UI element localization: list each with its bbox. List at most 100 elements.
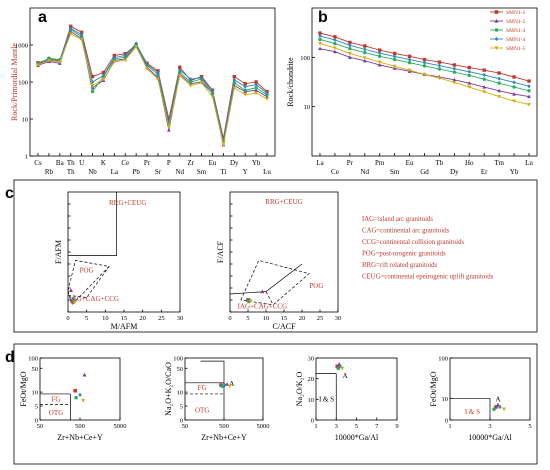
data-point	[437, 60, 442, 64]
legend: SMN1-1 SMN1-2 SMN1-3 SMN1-4 SMN1-5	[490, 10, 526, 52]
data-point	[254, 80, 258, 84]
data-point	[348, 40, 352, 45]
element-label-bottom: Er	[481, 168, 488, 176]
data-point	[243, 93, 248, 97]
data-point	[452, 66, 457, 71]
series-line-SMN1-5	[37, 33, 268, 145]
panel-c-box	[13, 179, 538, 333]
data-point	[71, 296, 75, 301]
data-point	[227, 384, 232, 389]
data-point	[497, 88, 502, 93]
data-point	[222, 382, 227, 388]
data-point	[527, 84, 531, 89]
data-point	[232, 86, 237, 90]
data-point	[82, 372, 87, 377]
data-point	[333, 46, 337, 50]
data-point	[199, 75, 204, 80]
data-point	[348, 46, 352, 51]
field-label: A	[343, 372, 348, 380]
legend-marker	[494, 10, 499, 14]
data-point	[497, 95, 502, 99]
data-point	[178, 68, 182, 73]
classification-notes: IAG=island arc granitoids CAG=continental…	[362, 216, 494, 281]
data-point	[377, 62, 382, 67]
x-tick-label: 25	[158, 315, 165, 322]
x-tick-label: 500	[75, 423, 85, 430]
classification-note: CCG=continental collision granitoids	[362, 239, 464, 246]
data-point	[254, 82, 258, 87]
data-point	[79, 30, 84, 35]
element-label-bottom: Th	[67, 168, 75, 176]
y-tick-label: 10	[304, 104, 311, 111]
data-point	[497, 81, 501, 85]
y-axis-label: F/AFM	[54, 240, 63, 264]
x-tick-label: 1	[314, 423, 317, 430]
element-label-top: Pm	[375, 159, 385, 167]
element-label-bottom: Lu	[263, 168, 271, 176]
data-point	[243, 81, 247, 86]
classification-note: RRG=rift related granitoids	[362, 262, 438, 269]
x-tick-label: 0	[66, 315, 69, 322]
data-point	[101, 73, 106, 78]
data-point	[498, 404, 502, 410]
data-point	[527, 89, 531, 93]
data-point	[134, 41, 138, 46]
data-point	[260, 289, 265, 294]
data-point	[210, 95, 215, 99]
element-label-top: Eu	[406, 159, 414, 167]
y-tick-label: 100	[173, 356, 183, 363]
y-tick-label: 10	[32, 390, 39, 397]
data-point	[392, 51, 397, 56]
data-point	[362, 58, 367, 63]
data-point	[512, 99, 516, 104]
data-point	[265, 91, 269, 96]
data-point	[167, 117, 171, 121]
field-label: POG	[309, 282, 323, 290]
field-label: IAG+CAG+CCG	[69, 295, 119, 303]
data-point	[333, 41, 337, 46]
y-tick-label: 10	[308, 397, 315, 404]
data-point	[407, 68, 412, 73]
data-point	[199, 81, 204, 85]
data-point	[347, 55, 352, 59]
legend-label: SMN1-2	[506, 19, 526, 25]
series-line-SMN1-1	[37, 25, 268, 139]
element-label-bottom: Nd	[361, 168, 370, 176]
data-point	[69, 26, 73, 31]
data-point	[437, 76, 442, 81]
data-point	[512, 75, 516, 79]
data-point	[378, 54, 382, 58]
element-label-bottom: Dy	[450, 168, 459, 176]
x-tick-label: 50	[37, 423, 44, 430]
x-axis-label: C/ACF	[272, 322, 296, 331]
data-point	[452, 77, 457, 82]
data-point	[79, 38, 84, 42]
data-point	[452, 80, 457, 85]
panel-d-box	[13, 343, 538, 465]
x-tick-label: 5	[246, 315, 249, 322]
element-label-bottom: Ce	[331, 168, 339, 176]
x-tick-label: 3	[335, 423, 338, 430]
data-point	[482, 90, 487, 94]
data-point	[407, 60, 412, 65]
data-point	[232, 77, 236, 82]
y-tick-label: 20	[308, 376, 315, 383]
y-axis-label: FeOt/MgO	[429, 371, 438, 406]
data-point	[178, 65, 182, 69]
field-boundary	[229, 263, 303, 295]
data-point	[340, 366, 345, 371]
y-tick-label: 30	[308, 356, 315, 363]
data-point	[123, 58, 128, 63]
element-label-bottom: Sm	[197, 168, 207, 176]
data-point	[254, 86, 258, 90]
element-label-top: P	[167, 159, 171, 167]
element-label-bottom: Ti	[220, 168, 226, 176]
x-axis-label: 10000*Ga/Al	[335, 433, 379, 442]
x-tick-label: 500	[219, 423, 229, 430]
element-label-top: Th	[67, 159, 75, 167]
data-point	[145, 67, 149, 71]
data-point	[482, 84, 487, 89]
data-point	[333, 49, 337, 54]
data-point	[363, 50, 367, 55]
